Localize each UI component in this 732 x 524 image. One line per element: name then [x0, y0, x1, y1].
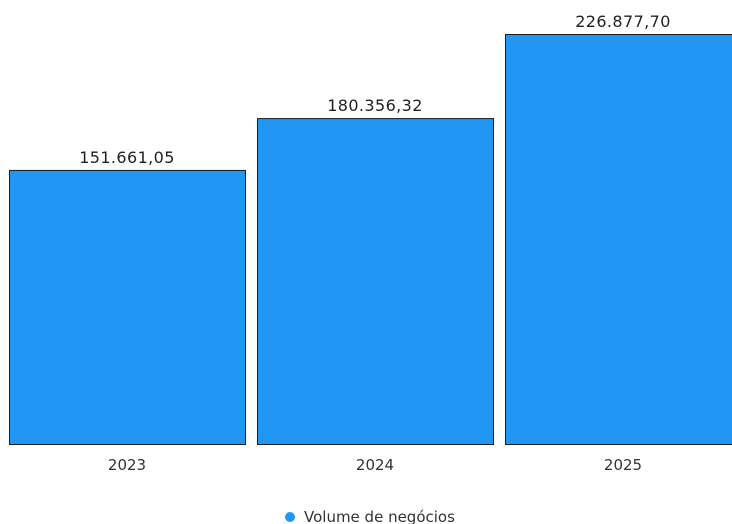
bars-layer	[9, 34, 732, 445]
value-labels-layer: 151.661,05 180.356,32 226.877,70	[79, 12, 671, 167]
bar-2025[interactable]	[505, 34, 732, 445]
x-tick-label-2024: 2024	[356, 456, 394, 474]
bar-2023[interactable]	[9, 169, 246, 445]
legend-marker-dot	[285, 512, 295, 522]
bar-2024[interactable]	[257, 118, 494, 445]
value-label-2025: 226.877,70	[575, 12, 671, 31]
legend-label: Volume de negócios	[304, 508, 455, 524]
value-label-2024: 180.356,32	[327, 96, 423, 115]
x-tick-label-2023: 2023	[108, 456, 146, 474]
legend[interactable]: Volume de negócios	[285, 508, 455, 524]
value-label-2023: 151.661,05	[79, 148, 175, 167]
x-tick-label-2025: 2025	[604, 456, 642, 474]
x-axis-ticks: 2023 2024 2025	[108, 456, 642, 474]
